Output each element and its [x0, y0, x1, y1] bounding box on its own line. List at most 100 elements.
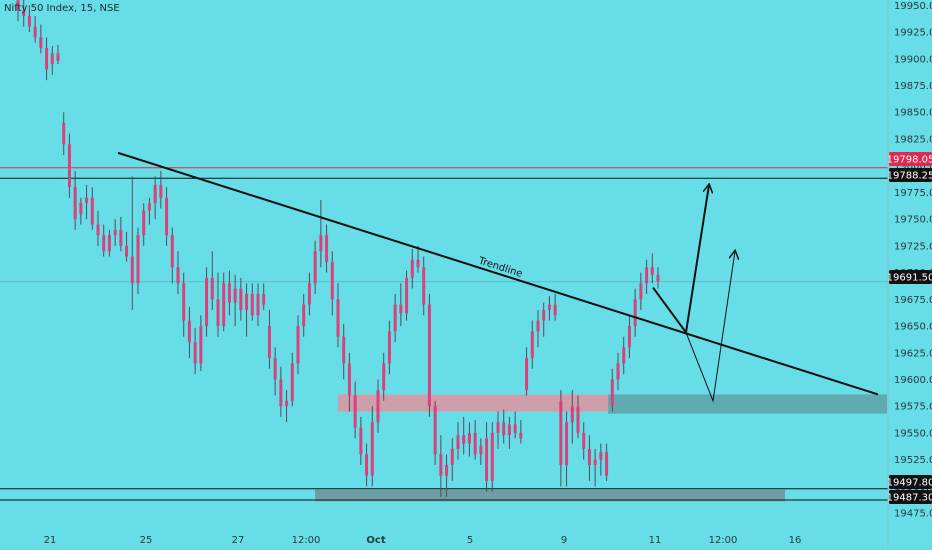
candle-body [467, 432, 471, 444]
candle-body [639, 283, 643, 300]
candle-body [73, 187, 77, 220]
time-tick-label: 9 [561, 535, 567, 546]
chart-title: Nifty 50 Index, 15, NSE [4, 3, 120, 14]
candle-body [67, 144, 71, 188]
candle-body [273, 358, 277, 380]
candle-body [210, 277, 214, 300]
candle-body [645, 267, 649, 284]
candle-body [330, 261, 334, 300]
price-tag-label: 19788.25 [887, 171, 932, 182]
candle-body [136, 235, 140, 284]
time-tick-label: 21 [44, 535, 57, 546]
price-tags: 19798.05 19788.25 19691.50 19497.80 19487.30 [887, 152, 932, 504]
candle-body [256, 293, 260, 316]
candle-body [193, 342, 197, 364]
candle-body [416, 259, 420, 268]
candle-body [85, 197, 89, 204]
price-tag-label: 19691.50 [887, 273, 932, 284]
candle-body [622, 347, 626, 364]
candle-body [353, 395, 357, 428]
plot-background [0, 0, 888, 527]
candle-body [205, 277, 209, 327]
price-tag-box [889, 152, 932, 166]
candle-body [319, 235, 323, 252]
candle-body [536, 320, 540, 332]
candle-body [79, 203, 83, 214]
candle-body [445, 465, 449, 476]
candle-body [199, 326, 203, 364]
price-tick-label: 19475.00 [894, 509, 932, 520]
candle-body [456, 435, 460, 449]
candle-body [102, 235, 106, 252]
candle-body [119, 229, 123, 246]
candle-body [450, 448, 454, 465]
candle-body [582, 432, 586, 449]
candle-body [125, 245, 129, 257]
candle-body [439, 454, 443, 476]
candle-body [570, 406, 574, 423]
candle-body [147, 203, 151, 211]
price-tag-label: 19497.80 [887, 478, 932, 489]
candle-body [216, 299, 220, 327]
candle-body [547, 304, 551, 310]
candle-body [279, 379, 283, 407]
candle-body [239, 288, 243, 310]
candle-body [22, 10, 26, 17]
candle-body [496, 422, 500, 433]
candle-body [519, 432, 523, 439]
price-tick-label: 19525.00 [894, 455, 932, 466]
supply-demand-zone-pink [338, 394, 608, 412]
candle-body [39, 37, 43, 49]
candle-body [33, 26, 37, 38]
candle-body [170, 235, 174, 268]
candle-body [599, 452, 603, 460]
candle-body [513, 424, 517, 433]
candle-body [656, 274, 660, 282]
candle-body [610, 379, 614, 407]
price-tick-label: 19750.00 [894, 215, 932, 226]
candle-body [559, 400, 563, 465]
candle-body [165, 197, 169, 236]
time-tick-label: 16 [789, 535, 802, 546]
candle-body [587, 448, 591, 465]
price-tick-label: 19825.00 [894, 134, 932, 145]
price-tick-label: 19950.00 [894, 1, 932, 12]
candle-body [285, 400, 289, 407]
price-tick-label: 19575.00 [894, 402, 932, 413]
time-tick-label: 11 [649, 535, 662, 546]
time-tick-label: 5 [467, 535, 473, 546]
candle-body [473, 432, 477, 455]
price-tick-label: 19675.00 [894, 295, 932, 306]
candle-body [650, 267, 654, 275]
candle-body [50, 53, 54, 65]
candle-body [45, 48, 49, 70]
price-tick-label: 19650.00 [894, 322, 932, 333]
price-tag-box [889, 270, 932, 284]
candles-layer [16, 0, 660, 498]
support-zone-teal [608, 394, 887, 414]
candle-body [370, 422, 374, 476]
candle-body [107, 235, 111, 252]
candle-body [633, 299, 637, 327]
candle-body [399, 304, 403, 314]
price-tick-label: 19850.00 [894, 108, 932, 119]
candle-body [525, 358, 529, 391]
price-tick-label: 19875.00 [894, 81, 932, 92]
price-tick-label: 19775.00 [894, 188, 932, 199]
trendline [117, 151, 879, 396]
candle-body [627, 326, 631, 348]
price-tag-label: 19798.05 [887, 155, 932, 166]
candle-body [142, 210, 146, 236]
price-tag-box [889, 168, 932, 182]
candle-body [153, 184, 157, 204]
candle-body [485, 438, 489, 482]
candle-body [422, 267, 426, 305]
candle-body [342, 336, 346, 364]
candle-body [593, 459, 597, 465]
candle-body [250, 293, 254, 316]
candle-body [96, 224, 100, 236]
candle-body [187, 320, 191, 343]
time-axis-panel[interactable] [0, 527, 932, 550]
time-tick-label: 12:00 [292, 535, 321, 546]
